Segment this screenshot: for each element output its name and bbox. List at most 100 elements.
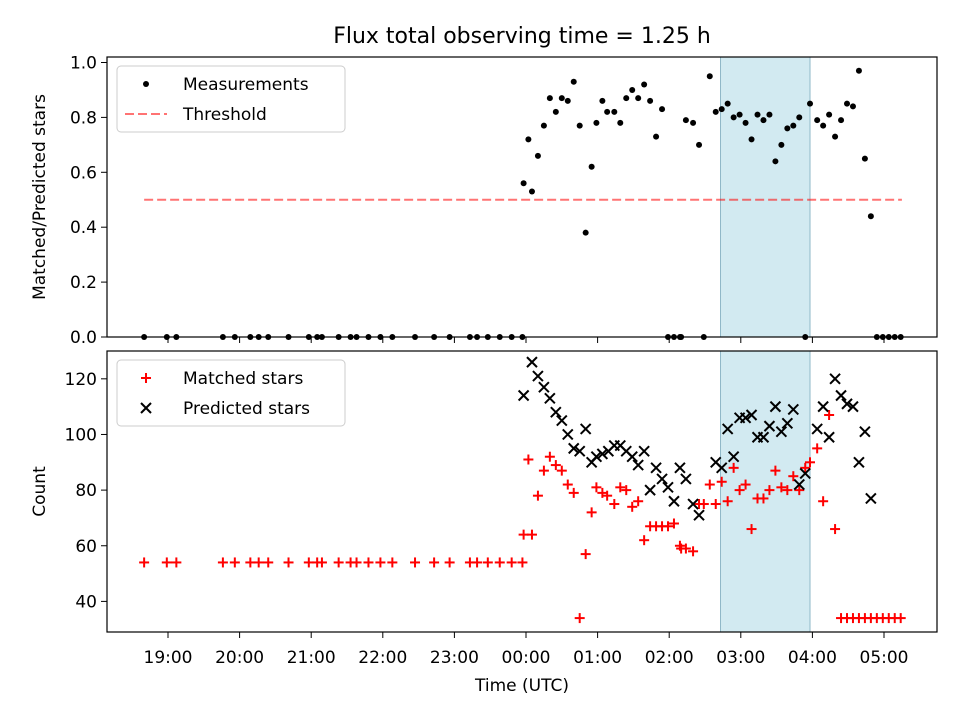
matched-stars-point [229,557,240,568]
matched-stars-point [688,546,699,557]
y-tick-label: 1.0 [70,53,97,73]
measurement-point [838,117,845,124]
x-b [544,392,556,405]
measurement-point [593,119,600,126]
measurement-point [558,95,565,102]
predicted-stars-point [859,425,871,438]
predicted-stars-point [817,400,829,413]
x-b [835,389,847,402]
predicted-stars-point [579,423,592,435]
matched-stars-point [722,496,733,507]
x-b [687,498,699,510]
predicted-stars-point [517,389,530,402]
predicted-stars-point [793,478,805,491]
measurement-point [611,108,618,115]
matched-stars-point [544,451,555,462]
predicted-stars-point [781,417,794,430]
x-tick-label: 05:00 [860,648,909,668]
x-b [787,403,800,416]
measurement-point [712,108,719,115]
measurement-point [814,117,821,124]
matched-stars-point [482,557,493,568]
matched-stars-point [698,499,709,510]
x-b [769,400,782,413]
measurement-point [855,67,862,74]
x-b [568,442,580,455]
y-tick-label: 0.4 [70,218,97,238]
measurement-point [867,213,874,220]
measurement-point [784,125,791,132]
measurement-point [570,78,577,85]
predicted-stars-point [656,473,668,485]
matched-stars-point [740,479,751,490]
predicted-stars-point [556,414,568,427]
x-b [781,417,794,430]
x-tick-label: 00:00 [502,648,551,668]
x-b [727,451,740,463]
measurement-point [820,122,827,129]
matched-stars-point [710,499,721,510]
matched-stars-point [794,485,805,496]
measurement-point [730,114,737,121]
measurement-point [525,136,532,143]
matched-stars-point [550,460,561,471]
matched-stars-point [562,479,573,490]
x-b [650,462,662,474]
x-b [562,428,574,441]
measurement-point [588,163,595,170]
x-b [550,406,562,418]
x-tick-label: 04:00 [788,648,837,668]
predicted-stars-point [693,509,705,521]
matched-stars-point [770,465,781,476]
measurement-point [617,119,624,126]
legend-box [116,65,346,133]
measurement-point [576,122,583,129]
x-b [674,462,686,474]
predicted-stars-point [853,456,865,468]
x-b [865,492,877,505]
x-tick-label: 02:00 [645,648,694,668]
predicted-stars-point [638,445,650,457]
legend-box [116,359,346,427]
matched-stars-point [800,462,811,473]
x-b [668,495,680,507]
matched-stars-point [615,482,626,493]
matched-stars-point [375,557,386,568]
predicted-stars-point [787,403,800,416]
matched-stars-point [788,471,799,482]
matched-stars-point [830,524,841,535]
matched-stars-point [217,557,228,568]
x-b [526,356,538,368]
x-b [556,414,568,427]
predicted-stars-point [715,462,728,474]
matched-stars-point [387,557,398,568]
measurement-point [754,111,761,118]
measurement-point [659,106,666,113]
matched-stars-point [812,443,823,454]
matched-stars-point [633,496,644,507]
predicted-stars-point [662,481,674,494]
measurement-point [832,133,839,140]
matched-stars-point [776,482,787,493]
predicted-stars-point [799,467,811,480]
matched-stars-point [506,557,517,568]
predicted-stars-point [626,451,638,463]
predicted-stars-point [573,445,586,457]
matched-stars-point [586,507,597,518]
measurement-point [736,111,743,118]
y-tick-label: 40 [75,592,97,612]
x-b [517,389,530,402]
x-b [829,373,841,385]
x-b [811,423,823,435]
predicted-stars-point [847,400,859,413]
measurement-point [520,180,527,187]
predicted-stars-point [596,448,609,460]
matched-stars-point [716,476,727,487]
matched-stars-point [568,487,579,498]
matched-stars-point [680,543,691,554]
x-b [626,451,638,463]
measurement-point [599,97,606,104]
measurement-point [682,117,689,124]
predicted-stars-point [650,462,662,474]
y-tick-label: 80 [75,481,97,501]
